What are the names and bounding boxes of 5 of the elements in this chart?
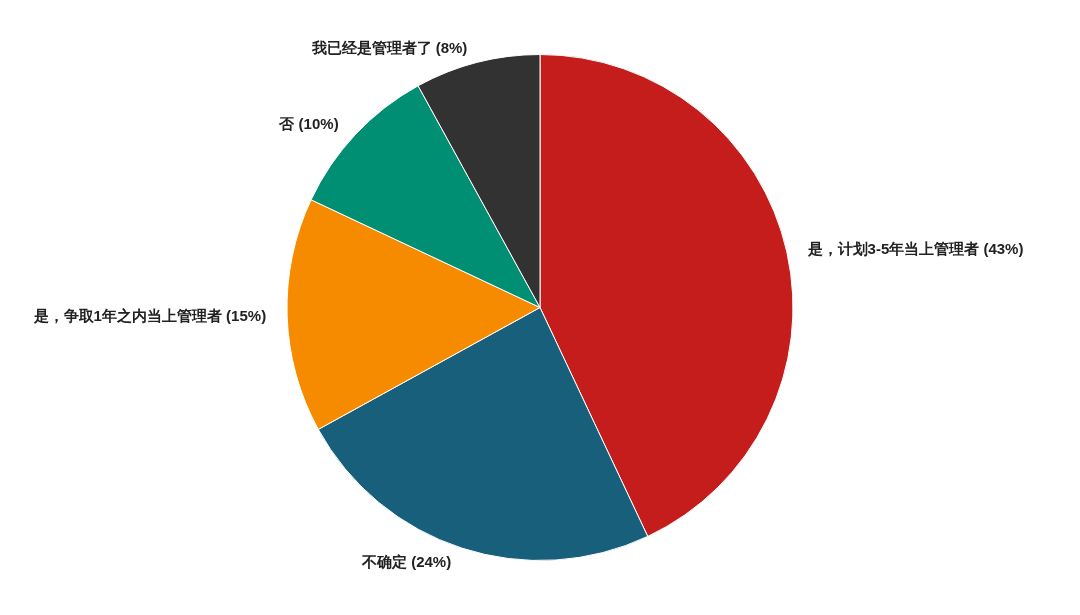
slice-label: 不确定 (24%) <box>361 553 452 571</box>
slice-label: 是，争取1年之内当上管理者 (15%) <box>32 306 267 324</box>
slice-label: 我已经是管理者了 (8%) <box>310 38 468 56</box>
slice-label: 否 (10%) <box>278 115 339 133</box>
slice-label: 是，计划3-5年当上管理者 (43%) <box>806 240 1024 258</box>
